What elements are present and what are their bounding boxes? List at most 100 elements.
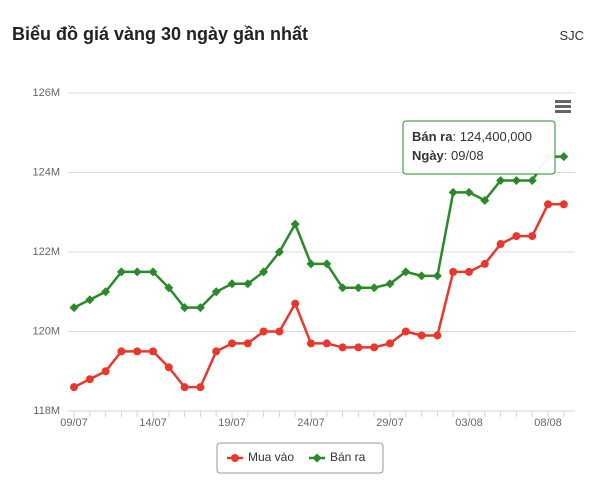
point <box>85 375 94 384</box>
point <box>354 343 363 352</box>
point <box>228 339 236 348</box>
legend-label: Mua vào <box>248 450 294 464</box>
legend-marker <box>231 454 239 462</box>
point <box>212 347 221 356</box>
point <box>243 279 253 289</box>
plot: 118M 120M 122M 124M 126M 09/07 14/07 19/07 24/07… <box>32 87 575 429</box>
legend-box <box>216 442 384 474</box>
menu-bar <box>555 105 571 108</box>
point <box>322 339 331 348</box>
point <box>290 219 300 229</box>
tooltip-series: Bán ra <box>412 129 453 144</box>
point <box>117 347 126 356</box>
source-label: SJC <box>559 28 584 43</box>
point <box>164 363 173 372</box>
point <box>480 259 489 268</box>
tooltip-date-label: Ngày <box>412 148 445 163</box>
y-tick-label: 126M <box>32 87 60 99</box>
point <box>306 259 316 269</box>
point <box>116 267 126 277</box>
point <box>417 271 427 281</box>
tooltip-box <box>402 120 556 175</box>
point <box>512 232 521 241</box>
x-tick-label: 08/08 <box>534 417 562 429</box>
tooltip-date: Ngày: 09/08 <box>412 148 484 163</box>
point <box>559 200 568 209</box>
point <box>401 267 411 277</box>
point <box>180 303 190 313</box>
point <box>307 339 315 348</box>
point <box>291 299 300 308</box>
chart-title: Biểu đồ giá vàng 30 ngày gần nhất <box>12 24 308 44</box>
point <box>386 339 394 348</box>
y-tick-label: 122M <box>32 246 60 258</box>
point <box>433 331 442 340</box>
point <box>544 200 552 209</box>
point <box>211 287 221 297</box>
point <box>101 367 110 376</box>
point <box>480 195 490 205</box>
menu-button[interactable] <box>553 99 573 115</box>
tooltip-value: Bán ra: 124,400,000 <box>412 129 532 144</box>
x-tick-label: 24/07 <box>297 417 325 429</box>
x-tick-label: 09/07 <box>60 417 88 429</box>
point <box>370 343 379 352</box>
point <box>496 175 506 185</box>
point <box>496 240 505 249</box>
point <box>259 267 269 277</box>
y-tick-label: 120M <box>32 325 60 337</box>
point <box>511 175 521 185</box>
point <box>528 232 537 241</box>
point <box>195 303 205 313</box>
point <box>149 347 157 356</box>
series-line <box>73 203 564 389</box>
point <box>449 267 458 276</box>
point <box>338 343 347 352</box>
y-tick-label: 124M <box>32 166 60 178</box>
legend-label: Bán ra <box>330 450 366 464</box>
point <box>385 279 395 289</box>
point <box>69 303 79 313</box>
point <box>401 327 410 336</box>
point <box>85 295 95 305</box>
point <box>432 271 442 281</box>
point <box>274 247 284 257</box>
menu-bar <box>555 110 571 113</box>
x-tick-label: 03/08 <box>455 417 483 429</box>
menu-bar <box>555 100 571 103</box>
point <box>259 327 268 336</box>
tooltip-value-label: 124,400,000 <box>460 129 532 144</box>
x-tick-label: 29/07 <box>376 417 404 429</box>
y-tick-label: 118M <box>33 405 60 417</box>
point <box>243 339 252 348</box>
point <box>338 283 348 293</box>
point <box>132 267 142 277</box>
point <box>353 283 363 293</box>
point <box>70 383 78 392</box>
x-tick-label: 19/07 <box>218 417 246 429</box>
point <box>164 283 174 293</box>
point <box>448 187 458 197</box>
point <box>559 152 569 162</box>
x-tick-label: 14/07 <box>139 417 167 429</box>
point <box>227 279 237 289</box>
point <box>369 283 379 293</box>
series-line <box>73 155 564 309</box>
legend-marker <box>312 453 322 463</box>
point <box>464 187 474 197</box>
tooltip-date-value: 09/08 <box>451 148 484 163</box>
point <box>133 347 142 356</box>
point <box>275 327 284 336</box>
legend: Mua vào Bán ra <box>216 442 384 474</box>
point <box>322 259 332 269</box>
point <box>148 267 158 277</box>
point <box>465 267 473 276</box>
point <box>196 383 205 392</box>
point <box>417 331 426 340</box>
point <box>527 175 537 185</box>
tooltip: Bán ra: 124,400,000 Ngày: 09/08 <box>402 120 556 175</box>
point <box>101 287 111 297</box>
point <box>180 383 189 392</box>
